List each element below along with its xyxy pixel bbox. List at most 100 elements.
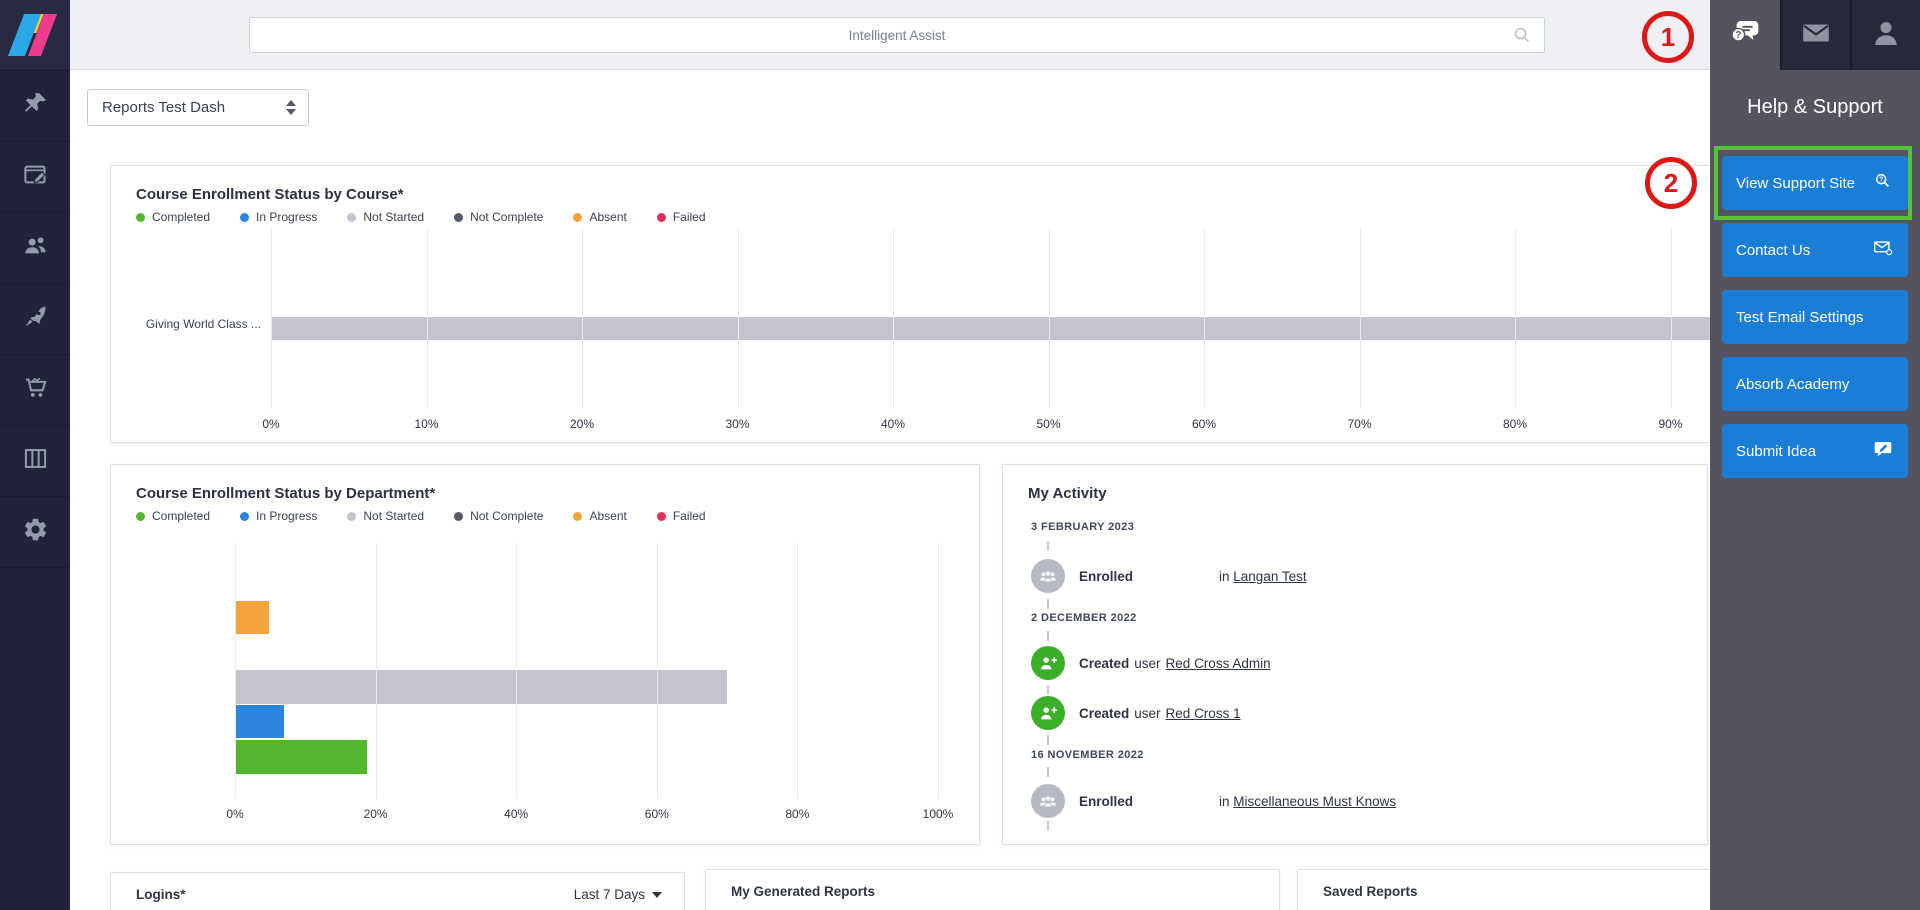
axis-tick-label: 80%	[785, 807, 810, 821]
group-icon	[1031, 784, 1065, 818]
axis-tick-label: 10%	[414, 417, 439, 431]
activity-detail: Red Cross Admin	[1166, 656, 1271, 671]
bar-absent	[235, 601, 269, 634]
help-tab[interactable]: ?	[1710, 0, 1780, 70]
activity-action: Created	[1079, 655, 1130, 671]
my-activity-title: My Activity	[1028, 485, 1107, 502]
axis-tick-label: 40%	[504, 807, 529, 821]
submit-idea-button[interactable]: Submit Idea	[1722, 424, 1908, 478]
annotation-1-number: 1	[1660, 21, 1676, 52]
test-email-settings-button[interactable]: Test Email Settings	[1722, 290, 1908, 344]
search-question-icon: ?	[1872, 170, 1894, 196]
legend-dot	[136, 212, 145, 222]
view-support-site-label: View Support Site	[1736, 174, 1855, 192]
activity-prefix: user	[1134, 655, 1161, 671]
legend-dot	[656, 511, 666, 521]
legend-dot	[347, 212, 357, 222]
axis-tick-label: 0%	[226, 807, 244, 821]
logins-panel: Logins* Last 7 Days	[110, 872, 685, 910]
logins-range-dropdown[interactable]: Last 7 Days	[574, 887, 662, 902]
help-support-title: Help & Support	[1747, 96, 1883, 118]
timeline-tick	[1047, 541, 1049, 551]
user-add-icon	[1031, 646, 1065, 680]
bar-not-started	[271, 317, 1779, 340]
gridline	[582, 229, 583, 409]
envelope-icon	[1799, 16, 1833, 55]
gridline	[235, 543, 236, 799]
legend-label: Not Started	[363, 509, 425, 523]
chart-dept-plot: 0% 20% 40% 60% 80% 100%	[226, 543, 979, 833]
sidebar-item-reports[interactable]	[0, 426, 70, 497]
legend-label: Not Complete	[470, 509, 544, 523]
legend-dot	[240, 511, 250, 521]
activity-date: 3 FEBRUARY 2023	[1031, 521, 1135, 533]
activity-detail: in Langan Test	[1219, 569, 1307, 584]
gridline	[1515, 229, 1516, 409]
legend-dot	[573, 212, 583, 222]
legend-dot	[240, 212, 250, 222]
axis-tick-label: 0%	[262, 417, 280, 431]
activity-link[interactable]: Red Cross 1	[1165, 705, 1241, 721]
chart-course-title: Course Enrollment Status by Course*	[136, 186, 404, 203]
pin-icon	[22, 90, 49, 122]
gridline	[1048, 229, 1050, 409]
axis-tick-label: 50%	[1036, 417, 1061, 431]
activity-detail: in Miscellaneous Must Knows	[1219, 794, 1396, 809]
legend-item: Failed	[656, 509, 706, 523]
sidebar-item-pinned[interactable]	[0, 71, 70, 142]
messages-tab[interactable]	[1780, 0, 1850, 70]
bar-in-progress	[235, 705, 285, 738]
activity-action: Created	[1079, 705, 1130, 721]
activity-link[interactable]: Langan Test	[1233, 568, 1307, 584]
activity-entry: Created user Red Cross 1	[1031, 696, 1691, 730]
gridline	[1204, 229, 1205, 409]
chart-dept-legend: Completed In Progress Not Started Not Co…	[136, 509, 706, 523]
legend-item: In Progress	[240, 210, 317, 224]
annotation-step-1: 1	[1642, 11, 1694, 63]
saved-reports-title: Saved Reports	[1323, 884, 1418, 899]
activity-prefix: in	[1219, 793, 1230, 809]
columns-icon	[22, 445, 49, 477]
submit-idea-label: Submit Idea	[1736, 442, 1817, 460]
absorb-logo[interactable]	[0, 0, 70, 71]
legend-label: Absent	[589, 509, 627, 523]
profile-tab[interactable]	[1850, 0, 1920, 70]
person-icon	[1869, 16, 1903, 55]
view-support-site-button[interactable]: View Support Site ?	[1722, 156, 1908, 210]
sidebar-item-content[interactable]	[0, 142, 70, 213]
gridline	[737, 229, 739, 409]
sidebar-item-settings[interactable]	[0, 497, 70, 568]
logins-title: Logins*	[136, 887, 186, 902]
activity-link[interactable]: Red Cross Admin	[1165, 655, 1271, 671]
legend-item: Absent	[573, 210, 627, 224]
intelligent-assist-search	[249, 17, 1545, 53]
axis-tick-label: 80%	[1502, 417, 1528, 431]
axis-tick-label: 20%	[569, 417, 595, 431]
sidebar	[0, 0, 70, 910]
legend-label: Failed	[672, 509, 706, 523]
legend-label: Failed	[672, 210, 706, 224]
sidebar-item-launch[interactable]	[0, 284, 70, 355]
sidebar-item-commerce[interactable]	[0, 355, 70, 426]
contact-us-button[interactable]: Contact Us	[1722, 223, 1908, 277]
axis-tick-label: 40%	[880, 417, 906, 431]
axis-tick-label: 60%	[1191, 417, 1217, 431]
gridline	[516, 543, 518, 799]
legend-label: Absent	[589, 210, 627, 224]
absorb-academy-button[interactable]: Absorb Academy	[1722, 357, 1908, 411]
dashboard-selector[interactable]: Reports Test Dash	[87, 89, 309, 126]
cart-icon	[22, 374, 49, 406]
timeline-tick	[1047, 599, 1049, 609]
timeline-tick	[1047, 631, 1049, 641]
activity-entry: Enrolled in Miscellaneous Must Knows	[1031, 784, 1691, 818]
legend-item: Not Started	[347, 210, 424, 224]
activity-action: Enrolled	[1079, 568, 1134, 584]
legend-label: Completed	[152, 210, 211, 224]
axis-tick-label: 90%	[1658, 417, 1683, 431]
gridline	[426, 229, 428, 409]
stepper-icon	[286, 100, 296, 115]
activity-link[interactable]: Miscellaneous Must Knows	[1233, 793, 1397, 809]
search-input[interactable]	[249, 17, 1545, 53]
sidebar-item-users[interactable]	[0, 213, 70, 284]
chevron-down-icon	[652, 891, 662, 898]
